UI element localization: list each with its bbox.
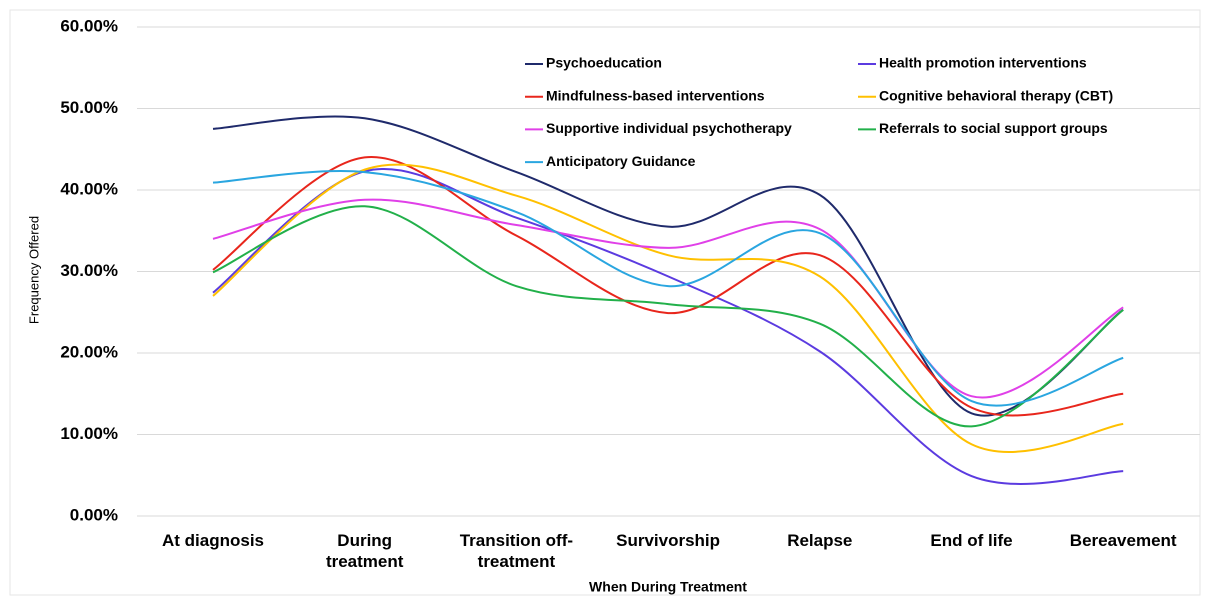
x-tick-label: Transition off-treatment — [459, 531, 574, 571]
x-tick-label: Relapse — [787, 531, 853, 550]
legend-label: Referrals to social support groups — [879, 120, 1108, 136]
series-line — [212, 115, 1124, 417]
legend-label: Health promotion interventions — [879, 55, 1087, 71]
x-tick-label: Bereavement — [1069, 531, 1177, 550]
legend-label: Anticipatory Guidance — [546, 153, 696, 169]
y-tick-label: 20.00% — [60, 342, 118, 361]
series-line — [212, 198, 1124, 399]
series-line — [212, 156, 1124, 417]
x-tick-label: During treatment — [325, 531, 404, 571]
y-tick-label: 10.00% — [60, 424, 118, 443]
y-axis-title: Frequency Offered — [26, 216, 41, 324]
legend-label: Supportive individual psychotherapy — [546, 120, 792, 136]
y-tick-label: 0.00% — [70, 505, 118, 524]
y-tick-label: 30.00% — [60, 261, 118, 280]
series-line — [212, 167, 1124, 485]
series-line — [212, 163, 1124, 454]
x-tick-label: Survivorship — [616, 531, 721, 550]
legend-label: Cognitive behavioral therapy (CBT) — [879, 87, 1113, 103]
legend-label: Mindfulness-based interventions — [546, 87, 765, 103]
x-tick-label: At diagnosis — [161, 531, 264, 550]
x-axis-title: When During Treatment — [589, 579, 747, 595]
y-tick-label: 60.00% — [60, 16, 118, 35]
series-line — [212, 205, 1124, 428]
x-tick-label: End of life — [930, 531, 1013, 550]
frame — [9, 9, 1201, 596]
y-tick-label: 40.00% — [60, 179, 118, 198]
legend-label: Psychoeducation — [546, 55, 662, 71]
series-line — [212, 170, 1124, 407]
y-tick-label: 50.00% — [60, 98, 118, 117]
